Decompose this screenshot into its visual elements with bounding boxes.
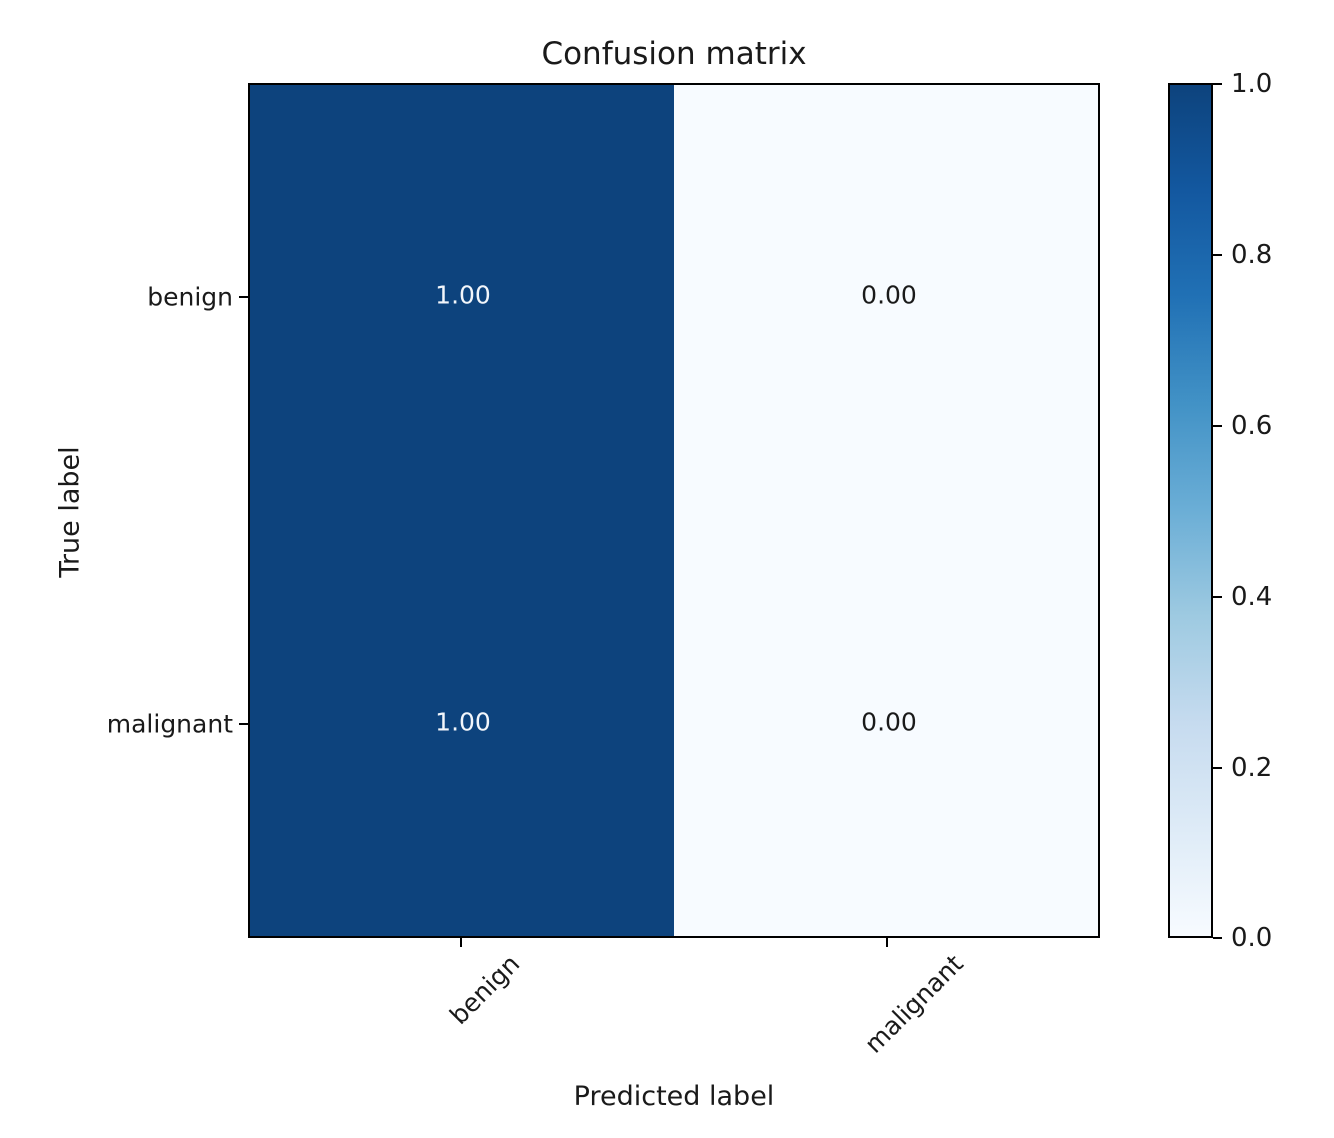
cell-value: 1.00 bbox=[435, 280, 491, 310]
colorbar-tick-label: 0.6 bbox=[1231, 411, 1273, 441]
heatmap-axes: 1.00 0.00 1.00 0.00 bbox=[248, 83, 1100, 938]
cell-value: 1.00 bbox=[435, 707, 491, 737]
x-tick-label-benign: benign bbox=[444, 949, 526, 1031]
colorbar-tick-mark bbox=[1213, 596, 1222, 598]
colorbar-gradient bbox=[1168, 83, 1213, 938]
x-tick-mark bbox=[460, 938, 462, 947]
colorbar-tick-label: 0.4 bbox=[1231, 582, 1273, 612]
colorbar-tick-mark bbox=[1213, 937, 1222, 939]
colorbar-tick-mark bbox=[1213, 83, 1222, 85]
colorbar-tick-mark bbox=[1213, 254, 1222, 256]
y-tick-mark bbox=[239, 296, 248, 298]
x-tick-mark bbox=[886, 938, 888, 947]
heatmap-cell-true-benign-pred-malignant bbox=[674, 85, 1098, 511]
cell-value: 0.00 bbox=[861, 707, 917, 737]
colorbar-tick-label: 0.2 bbox=[1231, 753, 1273, 783]
colorbar-tick-label: 1.0 bbox=[1231, 69, 1273, 99]
y-tick-label-malignant: malignant bbox=[106, 709, 233, 739]
x-axis-label: Predicted label bbox=[573, 1081, 775, 1112]
y-tick-label-benign: benign bbox=[147, 282, 233, 312]
colorbar-tick-mark bbox=[1213, 767, 1222, 769]
colorbar-tick-mark bbox=[1213, 425, 1222, 427]
y-tick-mark bbox=[239, 723, 248, 725]
cell-value: 0.00 bbox=[861, 280, 917, 310]
y-axis-label: True label bbox=[54, 446, 86, 578]
heatmap-cell-true-malignant-pred-malignant bbox=[674, 510, 1098, 936]
colorbar-tick-label: 0.8 bbox=[1231, 240, 1273, 270]
chart-title: Confusion matrix bbox=[541, 36, 807, 72]
colorbar-tick-label: 0.0 bbox=[1231, 923, 1273, 953]
heatmap-cell-true-malignant-pred-benign bbox=[250, 510, 674, 936]
x-tick-label-malignant: malignant bbox=[858, 949, 969, 1059]
heatmap-cell-true-benign-pred-benign bbox=[250, 85, 674, 511]
